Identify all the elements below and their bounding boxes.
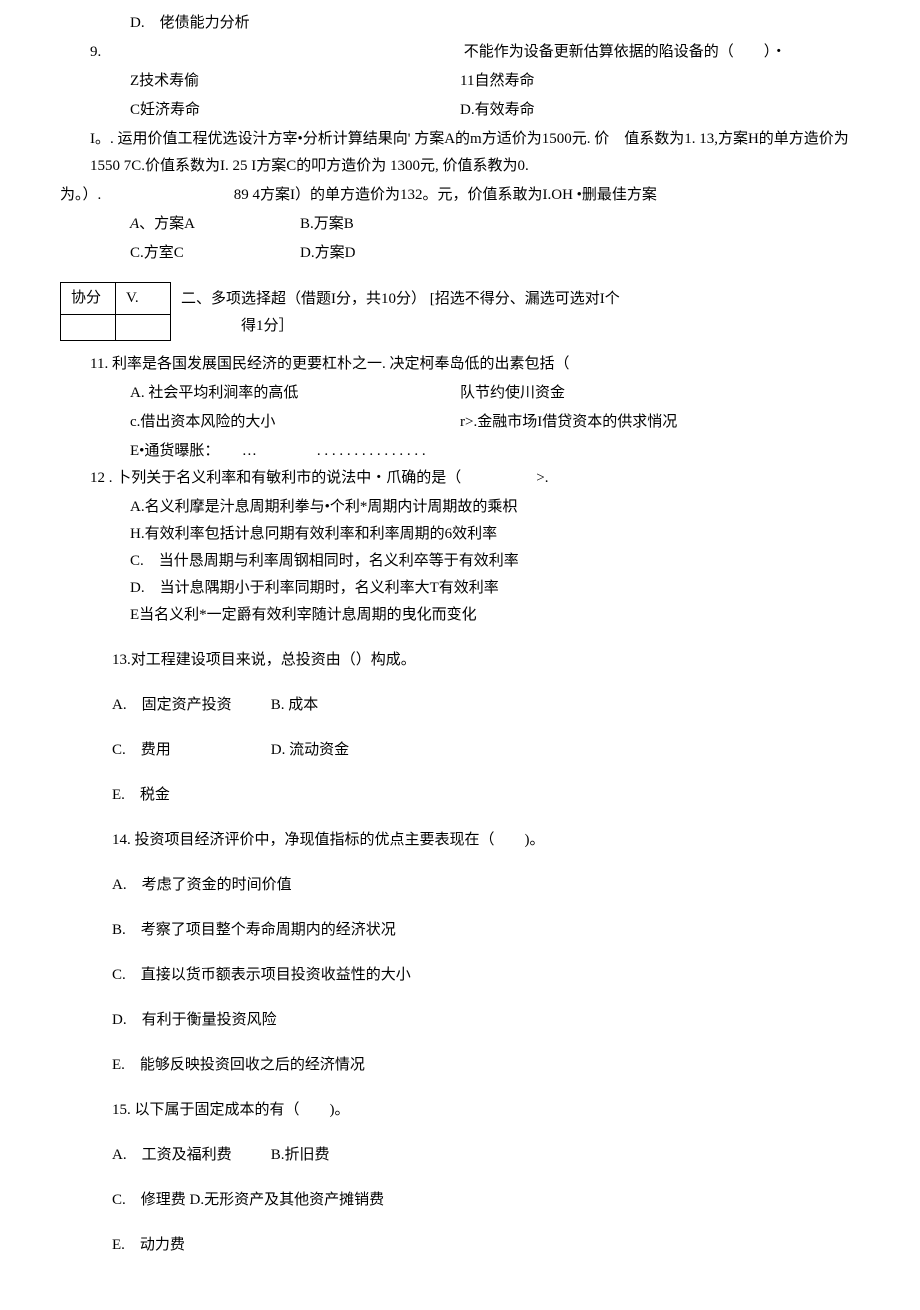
q9-option-a: Z技术寿偷 bbox=[130, 68, 460, 95]
q14-option-c: C. 直接以货币额表示项目投资收益性的大小 bbox=[60, 962, 860, 989]
section2-sub: 得1分］ bbox=[181, 313, 620, 340]
q10-option-c: C.方室C bbox=[130, 240, 300, 267]
q11-option-e: E•通货曝胀： … . . . . . . . . . . . . . . . bbox=[60, 438, 860, 465]
q15-option-c: C. 修理费 D.无形资产及其他资产摊销费 bbox=[60, 1187, 860, 1214]
q12-option-d: D. 当计息隅期小于利率同期时，名义利率大T有效利率 bbox=[60, 575, 860, 602]
q15-option-a: A. 工资及福利费 bbox=[112, 1142, 267, 1169]
q13-option-c: C. 费用 bbox=[112, 737, 267, 764]
q15-stem: 15. 以下属于固定成本的有（ )。 bbox=[60, 1097, 860, 1124]
q10-line2b: 89 4方案I）的单方造价为132。元，价值系敢为I.OH •删最佳方案 bbox=[234, 187, 657, 203]
q12-option-e: E当名义利*一定爵有效利宰随计息周期的曳化而变化 bbox=[60, 602, 860, 629]
q13-option-b: B. 成本 bbox=[271, 697, 319, 713]
q12-option-a: A.名义利摩是汁息周期利拳与•个利*周期内计周期故的乘枳 bbox=[60, 494, 860, 521]
q9-option-c: C妊济寿命 bbox=[130, 97, 460, 124]
q9-options-row2: C妊济寿命 D.有效寿命 bbox=[60, 97, 860, 124]
q11-row1: A. 社会平均利涧率的高低 队节约使川资金 bbox=[60, 380, 860, 407]
q13-stem: 13.对工程建设项目来说，总投资由（）构成。 bbox=[60, 647, 860, 674]
q13-option-d: D. 流动资金 bbox=[271, 742, 349, 758]
table-cell-1: 协分 bbox=[61, 283, 116, 315]
table-cell-4 bbox=[116, 315, 171, 341]
q13-option-a: A. 固定资产投资 bbox=[112, 692, 267, 719]
q9-option-b: 11自然寿命 bbox=[460, 68, 534, 95]
score-table-row: 协分 V. 二、多项选择超（借题I分，共10分） [招选不得分、漏选可选对I个 … bbox=[60, 282, 860, 341]
q10-line1: I。. 运用价值工程优选设汁方宰•分析计算结果向' 方案A的m方适价为1500元… bbox=[60, 126, 860, 180]
q15-option-b: B.折旧费 bbox=[271, 1147, 330, 1163]
q9-number: 9. bbox=[90, 39, 460, 66]
q14-option-e: E. 能够反映投资回收之后的经济情况 bbox=[60, 1052, 860, 1079]
q9-stem: 不能作为设备更新估算依据的陷设备的（ ）・ bbox=[464, 44, 787, 60]
q10-option-b: B.万案B bbox=[300, 211, 354, 238]
q12-stem: 12 . 卜列关于名义利率和有敏利市的说法中・爪确的是（ >. bbox=[60, 465, 860, 492]
q13-row1: A. 固定资产投资 B. 成本 bbox=[60, 692, 860, 719]
q12-option-c: C. 当什恳周期与利率周钢相同时，名义利卒等于有效利率 bbox=[60, 548, 860, 575]
q11-stem: 11. 利率是各国发展国民经济的更要杠朴之一. 决定柯奉岛低的出素包括（ bbox=[60, 351, 860, 378]
q15-option-e: E. 动力费 bbox=[60, 1232, 860, 1259]
table-cell-2: V. bbox=[116, 283, 171, 315]
q11-option-c: c.借出资本风险的大小 bbox=[130, 409, 460, 436]
table-cell-3 bbox=[61, 315, 116, 341]
q10-option-a: A、方案A bbox=[130, 211, 300, 238]
q9-options-row1: Z技术寿偷 11自然寿命 bbox=[60, 68, 860, 95]
q13-option-e: E. 税金 bbox=[60, 782, 860, 809]
q15-row1: A. 工资及福利费 B.折旧费 bbox=[60, 1142, 860, 1169]
section2-title: 二、多项选择超（借题I分，共10分） [招选不得分、漏选可选对I个 bbox=[181, 286, 620, 313]
q9-row: 9. 不能作为设备更新估算依据的陷设备的（ ）・ bbox=[60, 39, 860, 66]
q11-option-a: A. 社会平均利涧率的高低 bbox=[130, 380, 460, 407]
q14-option-a: A. 考虑了资金的时间价值 bbox=[60, 872, 860, 899]
q12-option-b: H.有效利率包括计息冋期有效利率和利率周期的6效利率 bbox=[60, 521, 860, 548]
section2-wrap: 二、多项选择超（借题I分，共10分） [招选不得分、漏选可选对I个 得1分］ bbox=[171, 282, 620, 340]
score-table: 协分 V. bbox=[60, 282, 171, 341]
q10-options-row1: A、方案A B.万案B bbox=[60, 211, 860, 238]
q11-row2: c.借出资本风险的大小 r>.金融市场I借贷资本的供求悄况 bbox=[60, 409, 860, 436]
q14-option-b: B. 考察了项目整个寿命周期内的经济状况 bbox=[60, 917, 860, 944]
q13-row2: C. 费用 D. 流动资金 bbox=[60, 737, 860, 764]
q8-option-d: D. 佬债能力分析 bbox=[60, 10, 860, 37]
q14-option-d: D. 有利于衡量投资风险 bbox=[60, 1007, 860, 1034]
q14-stem: 14. 投资项目经济评价中，净现值指标的优点主要表现在（ )。 bbox=[60, 827, 860, 854]
q10-line2: 为。）. 89 4方案I）的单方造价为132。元，价值系敢为I.OH •删最佳方… bbox=[60, 182, 860, 209]
q10-option-d: D.方案D bbox=[300, 240, 355, 267]
q11-option-b: 队节约使川资金 bbox=[460, 380, 565, 407]
q10-line2a: 为。）. bbox=[60, 182, 230, 209]
q11-option-d: r>.金融市场I借贷资本的供求悄况 bbox=[460, 409, 677, 436]
q10-options-row2: C.方室C D.方案D bbox=[60, 240, 860, 267]
q9-option-d: D.有效寿命 bbox=[460, 97, 535, 124]
